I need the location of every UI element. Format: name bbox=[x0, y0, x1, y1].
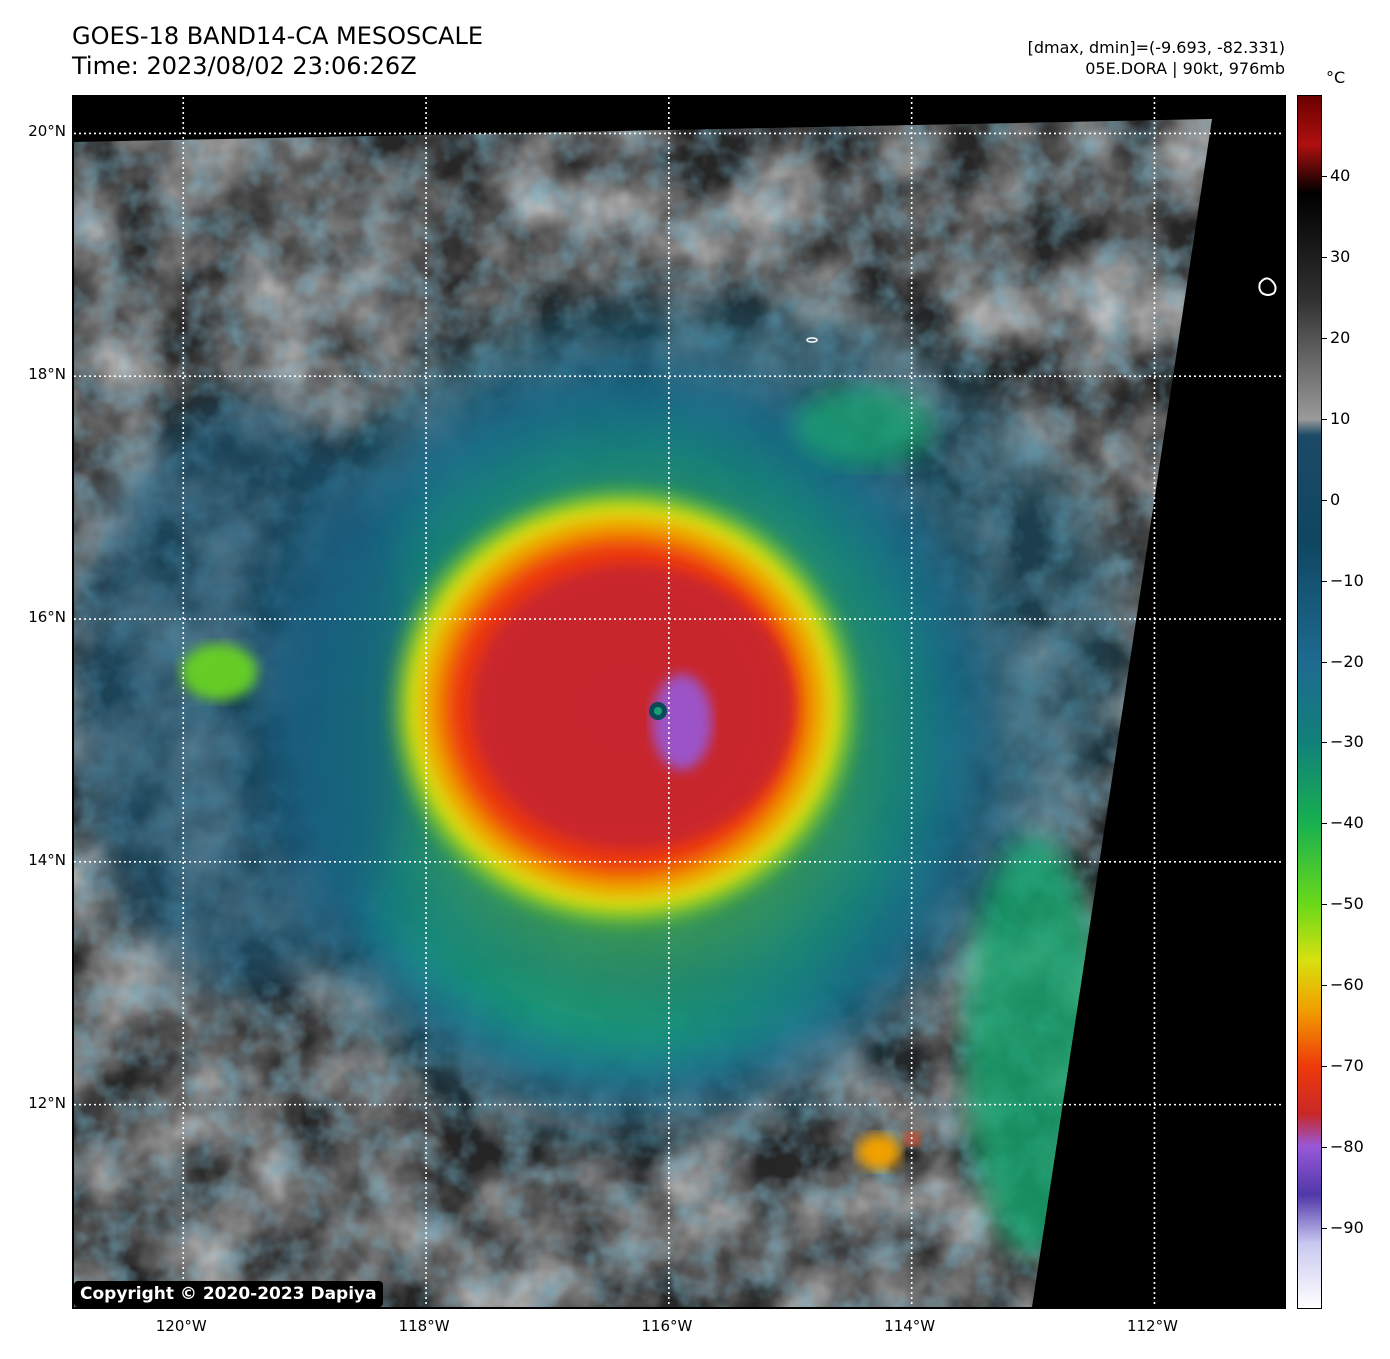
colorbar-tick bbox=[1322, 580, 1327, 582]
colorbar-tick bbox=[1322, 337, 1327, 339]
colorbar-unit: °C bbox=[1326, 68, 1346, 87]
colorbar-tick-label: 0 bbox=[1330, 489, 1341, 509]
colorbar-tick-label: −90 bbox=[1330, 1218, 1364, 1238]
colorbar-tick-label: 30 bbox=[1330, 246, 1351, 266]
colorbar-tick bbox=[1322, 1147, 1327, 1149]
colorbar-tick-label: −40 bbox=[1330, 813, 1364, 833]
colorbar-tick-label: 10 bbox=[1330, 408, 1351, 428]
map-timestamp: Time: 2023/08/02 23:06:26Z bbox=[72, 52, 417, 80]
colorbar-tick-label: −20 bbox=[1330, 651, 1364, 671]
graticule bbox=[74, 97, 1284, 1307]
longitude-label: 116°W bbox=[641, 1317, 693, 1335]
satellite-map bbox=[72, 95, 1286, 1309]
longitude-label: 120°W bbox=[155, 1317, 207, 1335]
latitude-label: 14°N bbox=[28, 850, 66, 869]
storm-info: 05E.DORA | 90kt, 976mb bbox=[1085, 59, 1285, 78]
longitude-label: 114°W bbox=[884, 1317, 936, 1335]
colorbar-tick bbox=[1322, 1228, 1327, 1230]
latitude-label: 18°N bbox=[28, 365, 66, 384]
map-title: GOES-18 BAND14-CA MESOSCALE bbox=[72, 22, 483, 50]
colorbar-tick-label: −60 bbox=[1330, 975, 1364, 995]
colorbar-tick-label: −80 bbox=[1330, 1137, 1364, 1157]
coastline-islet bbox=[806, 337, 818, 343]
colorbar-tick bbox=[1322, 823, 1327, 825]
longitude-label: 118°W bbox=[398, 1317, 450, 1335]
colorbar-tick bbox=[1322, 904, 1327, 906]
colorbar-tick bbox=[1322, 418, 1327, 420]
colorbar-tick bbox=[1322, 256, 1327, 258]
latitude-label: 12°N bbox=[28, 1093, 66, 1112]
colorbar-tick bbox=[1322, 985, 1327, 987]
colorbar-tick-label: −70 bbox=[1330, 1056, 1364, 1076]
colorbar-tick bbox=[1322, 175, 1327, 177]
colorbar-tick-label: 20 bbox=[1330, 327, 1351, 347]
colorbar-tick-label: −30 bbox=[1330, 732, 1364, 752]
colorbar bbox=[1297, 95, 1322, 1309]
colorbar-tick-label: −50 bbox=[1330, 894, 1364, 914]
temperature-range-info: [dmax, dmin]=(-9.693, -82.331) bbox=[1027, 38, 1285, 57]
colorbar-tick-label: 40 bbox=[1330, 165, 1351, 185]
imagery-swath bbox=[74, 119, 1212, 1307]
colorbar-tick-label: −10 bbox=[1330, 570, 1364, 590]
colorbar-tick bbox=[1322, 499, 1327, 501]
latitude-label: 20°N bbox=[28, 122, 66, 141]
colorbar-tick bbox=[1322, 742, 1327, 744]
copyright-label: Copyright © 2020-2023 Dapiya bbox=[74, 1281, 383, 1307]
latitude-label: 16°N bbox=[28, 608, 66, 627]
satellite-imagery bbox=[74, 97, 1284, 1307]
longitude-label: 112°W bbox=[1126, 1317, 1178, 1335]
coastline-island bbox=[1258, 277, 1277, 296]
colorbar-tick bbox=[1322, 1066, 1327, 1068]
colorbar-tick bbox=[1322, 661, 1327, 663]
